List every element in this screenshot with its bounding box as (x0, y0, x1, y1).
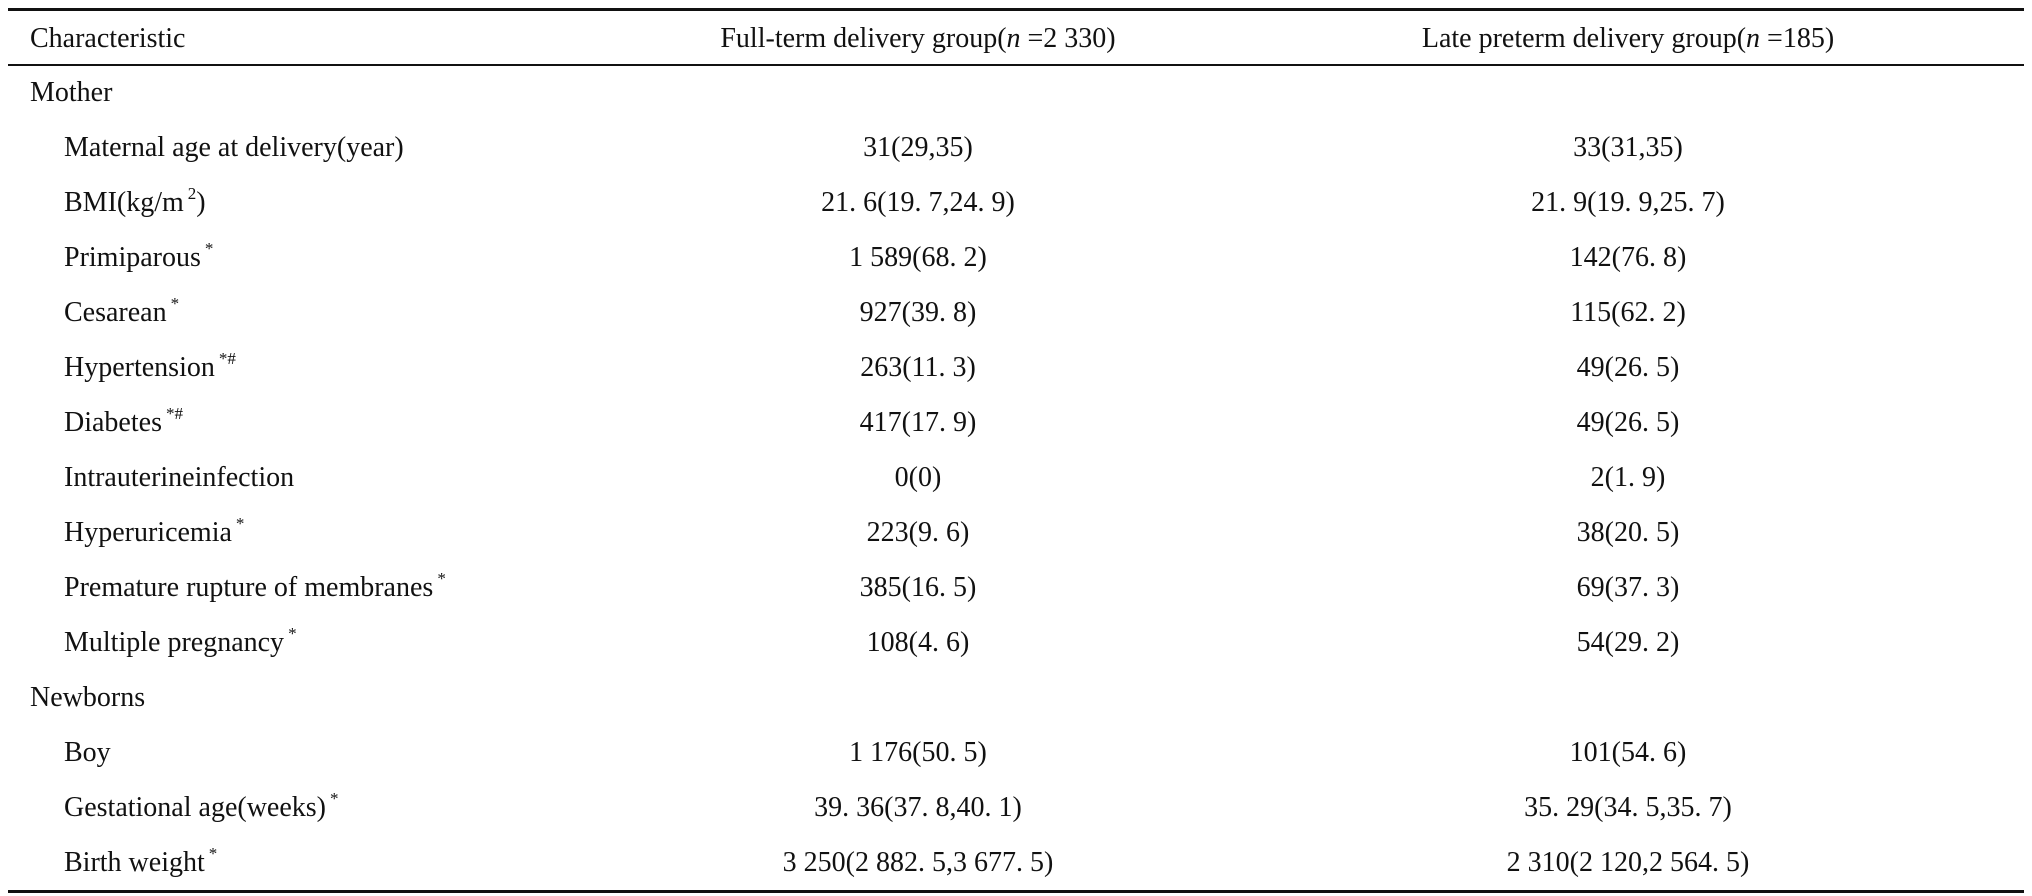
table-row: Diabetes *# 417(17. 9) 49(26. 5) (8, 395, 2024, 450)
cell-full-term: 263(11. 3) (860, 352, 976, 383)
row-label: Multiple pregnancy * (64, 623, 297, 658)
cell-late-preterm: 2 310(2 120,2 564. 5) (1506, 847, 1750, 878)
cell-full-term: 927(39. 8) (859, 297, 977, 328)
section-row-mother: Mother (8, 65, 2024, 120)
table-row: Multiple pregnancy * 108(4. 6) 54(29. 2) (8, 615, 2024, 670)
significance-mark: *# (218, 348, 236, 368)
cell-full-term: 385(16. 5) (859, 572, 977, 603)
cell-full-term: 1 589(68. 2) (849, 242, 987, 273)
table-row: Hyperuricemia * 223(9. 6) 38(20. 5) (8, 505, 2024, 560)
cell-full-term: 0(0) (894, 462, 942, 493)
cell-late-preterm: 115(62. 2) (1570, 297, 1686, 328)
table-row: Maternal age at delivery(year) 31(29,35)… (8, 120, 2024, 175)
cell-full-term: 223(9. 6) (866, 517, 970, 548)
cell-late-preterm: 69(37. 3) (1576, 572, 1680, 603)
table-row: Boy 1 176(50. 5) 101(54. 6) (8, 725, 2024, 780)
significance-mark: *# (165, 403, 183, 423)
cell-late-preterm: 38(20. 5) (1576, 517, 1680, 548)
row-label: Boy (64, 737, 111, 768)
table-header-rule (8, 64, 2024, 66)
header-characteristic: Characteristic (30, 23, 186, 54)
row-label: BMI(kg/m 2) (64, 183, 206, 218)
section-row-newborns: Newborns (8, 670, 2024, 725)
table-row: Intrauterineinfection 0(0) 2(1. 9) (8, 450, 2024, 505)
row-label-superscript: 2 (187, 183, 197, 203)
cell-full-term: 39. 36(37. 8,40. 1) (814, 792, 1022, 823)
row-label: Diabetes *# (64, 403, 183, 438)
cell-full-term: 31(29,35) (863, 132, 973, 163)
row-label: Maternal age at delivery(year) (64, 132, 404, 163)
cell-late-preterm: 35. 29(34. 5,35. 7) (1524, 792, 1732, 823)
cell-full-term: 1 176(50. 5) (849, 737, 987, 768)
cell-late-preterm: 49(26. 5) (1576, 352, 1680, 383)
section-label-newborns: Newborns (30, 682, 146, 713)
cell-late-preterm: 21. 9(19. 9,25. 7) (1531, 187, 1725, 218)
cell-late-preterm: 54(29. 2) (1576, 627, 1680, 658)
significance-mark: * (170, 293, 180, 313)
cell-late-preterm: 33(31,35) (1573, 132, 1683, 163)
header-late-preterm: Late preterm delivery group(n =185) (1421, 23, 1835, 54)
table-row: Premature rupture of membranes * 385(16. … (8, 560, 2024, 615)
table-row: Primiparous * 1 589(68. 2) 142(76. 8) (8, 230, 2024, 285)
row-label: Hyperuricemia * (64, 513, 245, 548)
row-label: Hypertension *# (64, 348, 236, 383)
cell-late-preterm: 142(76. 8) (1569, 242, 1687, 273)
significance-mark: * (437, 568, 446, 588)
row-label: Primiparous * (64, 238, 214, 273)
significance-mark: * (288, 623, 297, 643)
row-label: Intrauterineinfection (64, 462, 295, 493)
table-header-row: Characteristic Full-term delivery group(… (8, 11, 2024, 66)
table-row: Cesarean * 927(39. 8) 115(62. 2) (8, 285, 2024, 340)
significance-mark: * (204, 238, 214, 258)
row-label: Cesarean * (64, 293, 180, 328)
table-row: Gestational age(weeks) * 39. 36(37. 8,40.… (8, 780, 2024, 835)
table-top-rule (8, 8, 2024, 11)
cell-late-preterm: 49(26. 5) (1576, 407, 1680, 438)
table-row: BMI(kg/m 2) 21. 6(19. 7,24. 9) 21. 9(19. … (8, 175, 2024, 230)
row-label: Birth weight * (64, 843, 218, 878)
cell-full-term: 21. 6(19. 7,24. 9) (821, 187, 1015, 218)
cell-full-term: 108(4. 6) (866, 627, 970, 658)
section-label-mother: Mother (30, 77, 113, 108)
significance-mark: * (235, 513, 245, 533)
significance-mark: * (208, 843, 218, 863)
cell-late-preterm: 2(1. 9) (1590, 462, 1666, 493)
row-label: Premature rupture of membranes * (64, 568, 446, 603)
row-label: Gestational age(weeks) * (64, 788, 339, 823)
header-full-term: Full-term delivery group(n =2 330) (720, 23, 1116, 54)
table-row: Hypertension *# 263(11. 3) 49(26. 5) (8, 340, 2024, 395)
cell-full-term: 3 250(2 882. 5,3 677. 5) (782, 847, 1054, 878)
cell-full-term: 417(17. 9) (859, 407, 977, 438)
significance-mark: * (330, 788, 339, 808)
table-bottom-rule (8, 890, 2024, 893)
cell-late-preterm: 101(54. 6) (1569, 737, 1687, 768)
table-row: Birth weight * 3 250(2 882. 5,3 677. 5) 2… (8, 835, 2024, 890)
